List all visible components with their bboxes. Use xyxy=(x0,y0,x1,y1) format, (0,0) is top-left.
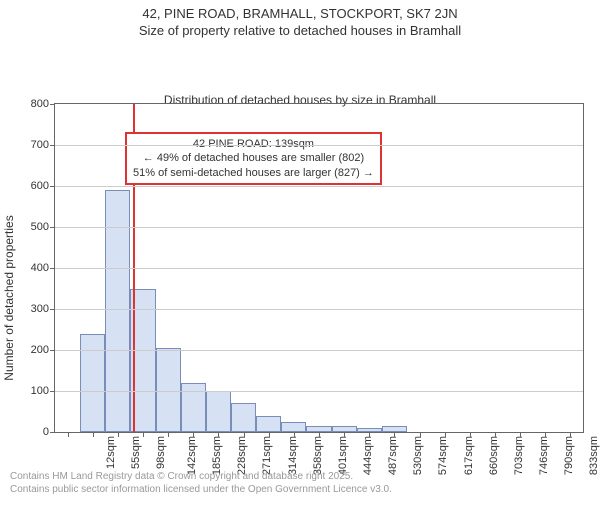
gridline xyxy=(55,145,583,146)
ytick-label: 500 xyxy=(31,221,49,233)
ytick-label: 400 xyxy=(31,262,49,274)
ytick-mark xyxy=(50,186,55,187)
histogram-bar xyxy=(231,403,256,432)
ytick-mark xyxy=(50,227,55,228)
xtick-label: 487sqm xyxy=(387,436,399,475)
histogram-bar xyxy=(206,391,231,432)
gridline xyxy=(55,309,583,310)
gridline xyxy=(55,227,583,228)
xtick-mark xyxy=(118,432,119,437)
histogram-bar xyxy=(256,416,281,432)
ytick-label: 100 xyxy=(31,385,49,397)
gridline xyxy=(55,186,583,187)
xtick-label: 401sqm xyxy=(337,436,349,475)
xtick-label: 185sqm xyxy=(211,436,223,475)
xtick-mark xyxy=(344,432,345,437)
xtick-mark xyxy=(319,432,320,437)
ytick-mark xyxy=(50,104,55,105)
y-axis-label: Number of detached properties xyxy=(2,215,16,380)
xtick-mark xyxy=(570,432,571,437)
xtick-label: 833sqm xyxy=(588,436,600,475)
xtick-mark xyxy=(520,432,521,437)
annotation-line2: ← 49% of detached houses are smaller (80… xyxy=(133,151,374,165)
xtick-mark xyxy=(445,432,446,437)
xtick-label: 617sqm xyxy=(463,436,475,475)
ytick-mark xyxy=(50,145,55,146)
ytick-label: 600 xyxy=(31,180,49,192)
xtick-label: 314sqm xyxy=(287,436,299,475)
ytick-mark xyxy=(50,350,55,351)
xtick-mark xyxy=(193,432,194,437)
chart-container: Number of detached properties 42 PINE RO… xyxy=(0,93,600,503)
xtick-label: 228sqm xyxy=(236,436,248,475)
xtick-mark xyxy=(545,432,546,437)
ytick-mark xyxy=(50,268,55,269)
ytick-mark xyxy=(50,391,55,392)
footer: Contains HM Land Registry data © Crown c… xyxy=(10,471,392,496)
xtick-mark xyxy=(143,432,144,437)
xtick-label: 746sqm xyxy=(538,436,550,475)
xtick-label: 55sqm xyxy=(130,436,142,469)
xtick-label: 703sqm xyxy=(513,436,525,475)
xtick-mark xyxy=(269,432,270,437)
xtick-mark xyxy=(294,432,295,437)
xtick-mark xyxy=(218,432,219,437)
xtick-mark xyxy=(93,432,94,437)
ytick-mark xyxy=(50,432,55,433)
gridline xyxy=(55,268,583,269)
xtick-label: 12sqm xyxy=(105,436,117,469)
gridline xyxy=(55,391,583,392)
histogram-bar xyxy=(80,334,105,432)
xtick-mark xyxy=(68,432,69,437)
footer-line2: Contains public sector information licen… xyxy=(10,484,392,497)
ytick-label: 700 xyxy=(31,139,49,151)
title-line1: 42, PINE ROAD, BRAMHALL, STOCKPORT, SK7 … xyxy=(0,6,600,21)
histogram-bar xyxy=(281,422,306,432)
xtick-label: 790sqm xyxy=(563,436,575,475)
title-line2: Size of property relative to detached ho… xyxy=(0,23,600,38)
xtick-mark xyxy=(168,432,169,437)
xtick-label: 574sqm xyxy=(438,436,450,475)
xtick-label: 98sqm xyxy=(155,436,167,469)
xtick-label: 530sqm xyxy=(412,436,424,475)
ytick-label: 200 xyxy=(31,344,49,356)
histogram-bar xyxy=(156,348,181,432)
xtick-label: 444sqm xyxy=(362,436,374,475)
xtick-mark xyxy=(420,432,421,437)
gridline xyxy=(55,350,583,351)
xtick-mark xyxy=(470,432,471,437)
xtick-mark xyxy=(495,432,496,437)
xtick-label: 142sqm xyxy=(186,436,198,475)
xtick-label: 358sqm xyxy=(312,436,324,475)
xtick-label: 271sqm xyxy=(262,436,274,475)
ytick-mark xyxy=(50,309,55,310)
annotation-line3: 51% of semi-detached houses are larger (… xyxy=(133,166,374,180)
footer-line1: Contains HM Land Registry data © Crown c… xyxy=(10,471,392,484)
ytick-label: 0 xyxy=(43,426,49,438)
ytick-label: 300 xyxy=(31,303,49,315)
xtick-mark xyxy=(394,432,395,437)
annotation-box: 42 PINE ROAD: 139sqm ← 49% of detached h… xyxy=(125,132,382,185)
xtick-label: 660sqm xyxy=(488,436,500,475)
xtick-mark xyxy=(244,432,245,437)
plot-area: 42 PINE ROAD: 139sqm ← 49% of detached h… xyxy=(54,103,584,433)
xtick-mark xyxy=(369,432,370,437)
ytick-label: 800 xyxy=(31,98,49,110)
